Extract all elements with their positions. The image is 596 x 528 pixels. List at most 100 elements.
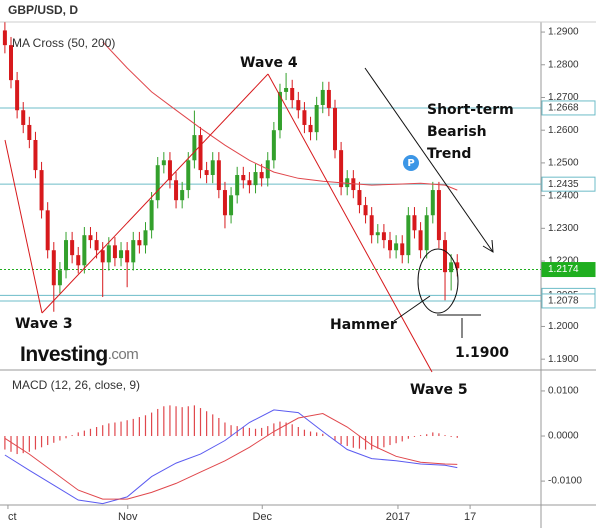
- histogram-bar: [230, 425, 232, 437]
- histogram-bar: [138, 417, 140, 437]
- histogram-bar: [383, 436, 385, 448]
- candle-body: [131, 240, 136, 263]
- histogram-bar: [169, 405, 171, 437]
- candle-body: [436, 190, 441, 241]
- x-tick-label: 17: [464, 511, 476, 523]
- candle-body: [271, 130, 276, 161]
- histogram-bar: [218, 417, 220, 437]
- candle-body: [400, 243, 405, 256]
- level-box: [541, 293, 596, 309]
- p-marker: [403, 155, 419, 171]
- histogram-bar: [206, 411, 208, 437]
- candle-body: [357, 190, 362, 206]
- line: [4, 412, 458, 500]
- level-label: 1.2435: [548, 179, 579, 190]
- histogram-bar: [297, 427, 299, 437]
- drawings: [4, 67, 494, 373]
- histogram-bar: [267, 426, 269, 437]
- candle-body: [381, 232, 386, 241]
- histogram-bar: [273, 423, 275, 437]
- histogram-bar: [242, 427, 244, 437]
- histogram-bar: [77, 432, 79, 437]
- candle-body: [222, 190, 227, 216]
- candle-body: [247, 180, 252, 186]
- histogram-bar: [71, 435, 73, 437]
- histogram-bar: [120, 421, 122, 437]
- line: [4, 409, 458, 505]
- level-box: [541, 176, 596, 192]
- level-label: 1.2174: [548, 264, 579, 275]
- histogram-bar: [340, 436, 342, 445]
- histogram-bar: [279, 421, 281, 437]
- candle-body: [235, 175, 240, 196]
- logo: Investing.com: [20, 343, 138, 366]
- candle-body: [64, 240, 69, 271]
- candle-body: [259, 172, 264, 179]
- histogram-bar: [114, 422, 116, 437]
- candle-body: [455, 262, 460, 269]
- candle-body: [167, 160, 172, 181]
- annotation: Trend: [427, 146, 471, 162]
- candle-body: [339, 150, 344, 188]
- histogram-bar: [47, 436, 49, 446]
- histogram-bar: [10, 436, 12, 452]
- histogram-bar: [303, 429, 306, 437]
- candle-body: [76, 255, 81, 266]
- wave-line: [267, 73, 433, 373]
- candle-body: [39, 170, 44, 211]
- annotation: P: [407, 158, 414, 169]
- histogram-bar: [163, 406, 165, 437]
- histogram-bar: [248, 427, 251, 437]
- y-tick-label: 1.2200: [548, 256, 579, 267]
- histogram-bar: [224, 422, 226, 437]
- histogram-bar: [346, 436, 348, 446]
- histogram-bar: [450, 436, 452, 437]
- chart-title: GBP/USD, D: [8, 3, 78, 17]
- candle-body: [345, 178, 350, 188]
- level-label: 1.2668: [548, 103, 579, 114]
- candle-body: [161, 160, 166, 166]
- y-tick-label: 1.2700: [548, 92, 579, 103]
- histogram-bar: [322, 433, 324, 437]
- candle-body: [143, 230, 148, 246]
- y-tick-label: 1.2500: [548, 158, 579, 169]
- candle-body: [70, 240, 75, 256]
- histogram-bar: [401, 436, 403, 442]
- y-tick-label: 1.2900: [548, 27, 579, 38]
- candle-body: [210, 160, 215, 176]
- candle-body: [106, 245, 111, 263]
- candle-body: [430, 190, 435, 216]
- candle-body: [9, 45, 14, 81]
- histogram-bar: [151, 412, 153, 437]
- histogram-bar: [95, 427, 98, 437]
- legend-label: MA Cross (50, 200): [12, 36, 115, 50]
- candle-body: [314, 105, 319, 133]
- marks: [0, 22, 541, 505]
- candle-body: [57, 270, 62, 286]
- candle-body: [15, 80, 20, 111]
- candle-body: [137, 240, 142, 246]
- candle-body: [119, 250, 124, 259]
- histogram-bar: [193, 405, 195, 437]
- candle-body: [375, 232, 380, 236]
- candle-body: [198, 135, 203, 171]
- y-tick-label: 1.2000: [548, 321, 579, 332]
- candle-body: [21, 110, 26, 125]
- histogram-bar: [407, 436, 409, 439]
- histogram-bar: [426, 434, 428, 437]
- level-label: 1.2078: [548, 296, 579, 307]
- candle-body: [125, 250, 130, 263]
- histogram-bar: [432, 432, 434, 437]
- candle-body: [326, 89, 331, 108]
- histogram-bar: [334, 436, 336, 441]
- candle-body: [320, 89, 325, 106]
- histogram-bar: [285, 422, 287, 437]
- histogram-bar: [65, 436, 67, 439]
- candle-body: [192, 135, 197, 161]
- level-box: [541, 262, 596, 278]
- annotation: Short-term: [427, 102, 514, 118]
- hammer-circle: [417, 248, 459, 314]
- candle-body: [284, 87, 289, 92]
- histogram-bar: [389, 436, 391, 446]
